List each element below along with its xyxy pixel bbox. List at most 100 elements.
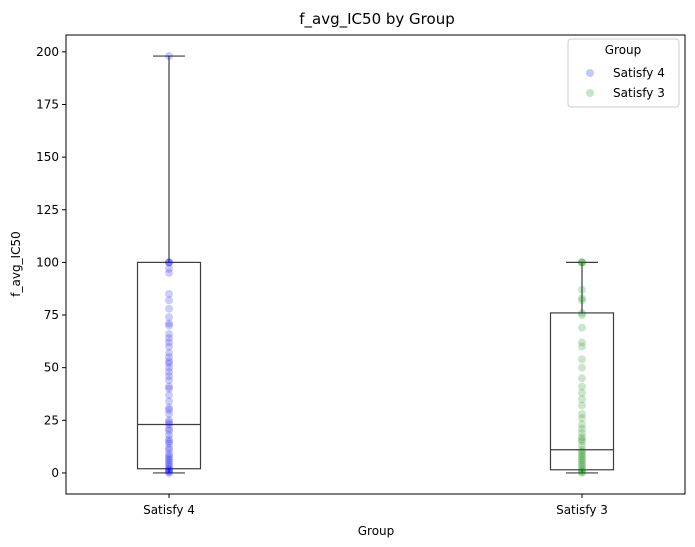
data-point [165,376,173,385]
y-tick-label: 25 [44,413,59,427]
data-point [165,289,173,298]
data-point [578,382,586,391]
data-point [578,420,586,429]
data-point [165,465,173,474]
data-point [578,435,586,444]
data-point [165,460,173,469]
data-points [165,52,586,477]
legend-frame [567,38,680,108]
data-point [165,445,173,454]
x-axis-label: Group [358,524,395,538]
data-point [578,338,586,347]
data-point [165,321,173,330]
data-point [165,466,173,475]
data-point [165,449,173,458]
data-point [165,452,173,461]
data-point [165,462,173,471]
data-point [165,363,173,372]
data-point [165,418,173,427]
data-point [578,445,586,454]
data-point [165,416,173,425]
data-point [578,294,586,303]
y-tick-label: 50 [44,361,59,375]
data-point [578,374,586,383]
data-point [578,433,586,442]
data-point [578,452,586,461]
data-point [578,468,586,477]
data-point [165,313,173,322]
data-point [165,52,173,61]
y-tick-label: 200 [36,45,59,59]
data-point [578,311,586,320]
data-point [578,456,586,465]
data-point [165,431,173,440]
data-point [165,435,173,444]
data-point [165,258,173,267]
data-point [165,384,173,393]
data-point [165,458,173,467]
legend-title: Group [605,43,642,57]
data-point [165,467,173,476]
data-point [165,268,173,277]
data-point [165,359,173,368]
data-point [578,388,586,397]
legend-marker-satisfy-3 [586,89,594,97]
data-point [578,449,586,458]
data-point [578,460,586,469]
data-point [578,409,586,418]
data-point [578,258,586,267]
y-tick-label: 75 [44,308,59,322]
data-point [578,401,586,410]
data-point [578,467,586,476]
data-point [165,264,173,273]
data-point [165,464,173,473]
y-tick-label: 150 [36,150,59,164]
data-point [165,456,173,465]
y-tick-label: 125 [36,203,59,217]
data-point [165,367,173,376]
data-point [165,372,173,381]
data-point [165,426,173,435]
y-axis: 0 25 50 75 100 125 150 175 200 [36,45,66,480]
legend: Group Satisfy 4 Satisfy 3 [567,38,680,108]
legend-label-satisfy-3: Satisfy 3 [613,86,665,100]
x-tick-label: Satisfy 4 [143,503,195,517]
data-point [578,258,586,267]
y-axis-label: f_avg_IC50 [9,231,23,296]
data-point [578,454,586,463]
legend-label-satisfy-4: Satisfy 4 [613,66,665,80]
data-point [165,468,173,477]
data-point [165,357,173,366]
data-point [165,338,173,347]
box-iqr [136,261,202,470]
data-point [578,464,586,473]
data-point [165,258,173,267]
data-point [578,355,586,364]
plot-area [65,34,686,495]
data-point [165,329,173,338]
data-point [165,397,173,406]
data-point [165,342,173,351]
y-tick-label: 100 [36,255,59,269]
data-point [578,462,586,471]
data-point [165,437,173,446]
data-point [578,323,586,332]
data-point [578,285,586,294]
data-point [165,403,173,412]
data-point [165,319,173,328]
data-point [165,439,173,448]
data-point [165,391,173,400]
data-point [578,466,586,475]
data-point [165,258,173,267]
data-point [578,441,586,450]
data-point [578,342,586,351]
x-axis: Satisfy 4 Satisfy 3 [143,494,608,517]
data-point [165,454,173,463]
legend-marker-satisfy-4 [586,69,594,77]
data-point [165,296,173,305]
data-point [165,420,173,429]
data-point [578,437,586,446]
data-point [165,443,173,452]
data-point [578,258,586,267]
